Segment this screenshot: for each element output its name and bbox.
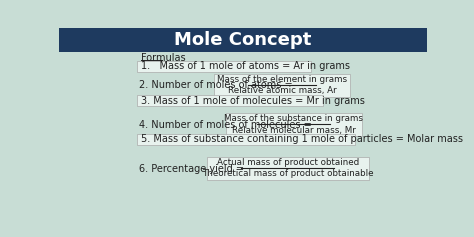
Text: 1.   Mass of 1 mole of atoms = Ar in grams: 1. Mass of 1 mole of atoms = Ar in grams [141, 61, 350, 71]
FancyBboxPatch shape [137, 134, 356, 145]
Text: 5. Mass of substance containing 1 mole of particles = Molar mass: 5. Mass of substance containing 1 mole o… [141, 134, 463, 144]
Text: Formulas: Formulas [141, 53, 185, 63]
FancyBboxPatch shape [214, 74, 350, 97]
FancyBboxPatch shape [137, 96, 323, 106]
Text: Mass of the element in grams: Mass of the element in grams [217, 75, 347, 84]
Text: Relative atomic mass, Ar: Relative atomic mass, Ar [228, 86, 337, 95]
FancyBboxPatch shape [207, 157, 369, 180]
Text: Theoretical mass of product obtainable: Theoretical mass of product obtainable [202, 169, 374, 178]
Text: 4. Number of moles of molecules =: 4. Number of moles of molecules = [139, 120, 315, 130]
FancyBboxPatch shape [226, 113, 362, 136]
Text: Relative molecular mass, Mr: Relative molecular mass, Mr [232, 126, 356, 135]
FancyBboxPatch shape [59, 28, 427, 51]
Text: Mole Concept: Mole Concept [174, 31, 311, 49]
Text: Mass of the substance in grams: Mass of the substance in grams [224, 114, 363, 123]
Text: 3. Mass of 1 mole of molecules = Mr in grams: 3. Mass of 1 mole of molecules = Mr in g… [141, 96, 365, 106]
Text: 2. Number of moles of atoms =: 2. Number of moles of atoms = [139, 80, 296, 91]
FancyBboxPatch shape [137, 61, 311, 72]
Text: 6. Percentage yield =: 6. Percentage yield = [139, 164, 247, 173]
Text: Actual mass of product obtained: Actual mass of product obtained [217, 158, 359, 167]
